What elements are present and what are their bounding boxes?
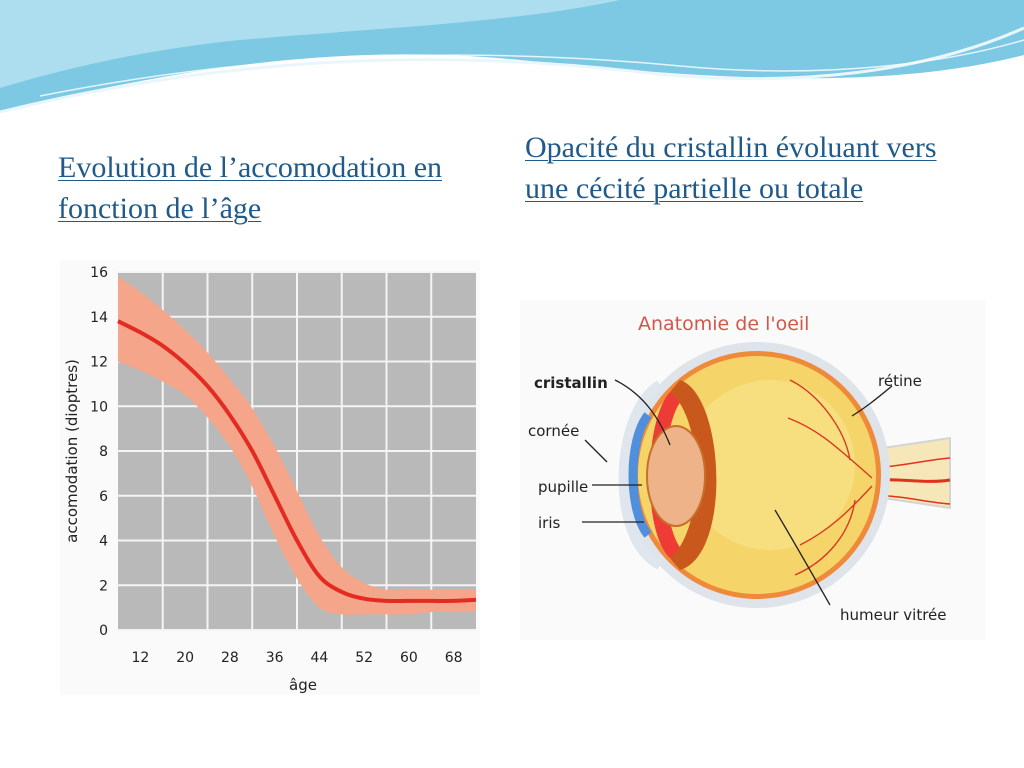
x-tick-label: 44 — [310, 650, 328, 666]
banner-swoosh — [0, 26, 1024, 114]
label-humeur: humeur vitrée — [840, 606, 947, 624]
y-tick-label: 10 — [90, 399, 108, 415]
lens — [646, 425, 706, 527]
cornea-blue — [628, 412, 652, 538]
x-axis-label: âge — [289, 676, 317, 694]
x-tick-label: 52 — [355, 650, 373, 666]
eye-anatomy-figure: Anatomie de l'oeil cristallin cor — [520, 300, 985, 640]
label-pupille: pupille — [538, 478, 588, 496]
label-cornee: cornée — [528, 422, 579, 440]
top-banner — [0, 0, 1024, 114]
y-tick-label: 8 — [99, 444, 108, 460]
x-tick-label: 68 — [445, 650, 463, 666]
eye-svg: Anatomie de l'oeil cristallin cor — [528, 313, 951, 624]
banner-wave-light — [0, 0, 620, 88]
label-retine: rétine — [878, 372, 922, 390]
chart-heading: Evolution de l’accomodation en fonction … — [58, 151, 443, 225]
label-iris: iris — [538, 514, 561, 532]
y-tick-label: 6 — [99, 489, 108, 505]
band-area — [118, 276, 476, 615]
y-tick-label: 16 — [90, 265, 108, 281]
accommodation-chart: 0 2 4 6 8 10 12 14 16 12 20 28 36 44 52 60 68 âge accomo… — [60, 260, 480, 695]
y-axis-label: accomodation (dioptres) — [63, 359, 81, 543]
ciliary-body — [670, 380, 717, 570]
x-tick-label: 12 — [131, 650, 149, 666]
y-tick-label: 12 — [90, 355, 108, 371]
x-tick-label: 60 — [400, 650, 418, 666]
banner-swoosh-2 — [39, 39, 1024, 97]
retina-vessels — [787, 379, 873, 576]
label-cristallin: cristallin — [534, 374, 608, 392]
x-tick-label: 20 — [176, 650, 194, 666]
x-tick-label: 36 — [266, 650, 284, 666]
y-tick-label: 14 — [90, 310, 108, 326]
cornea — [618, 380, 663, 570]
y-tick-label: 0 — [99, 623, 108, 639]
y-tick-label: 2 — [99, 578, 108, 594]
y-tick-label: 4 — [99, 534, 108, 550]
eye-heading: Opacité du cristallin évoluant vers une … — [525, 131, 937, 205]
x-tick-label: 28 — [221, 650, 239, 666]
accommodation-line — [117, 319, 477, 604]
eye-diagram-title: Anatomie de l'oeil — [638, 313, 809, 335]
